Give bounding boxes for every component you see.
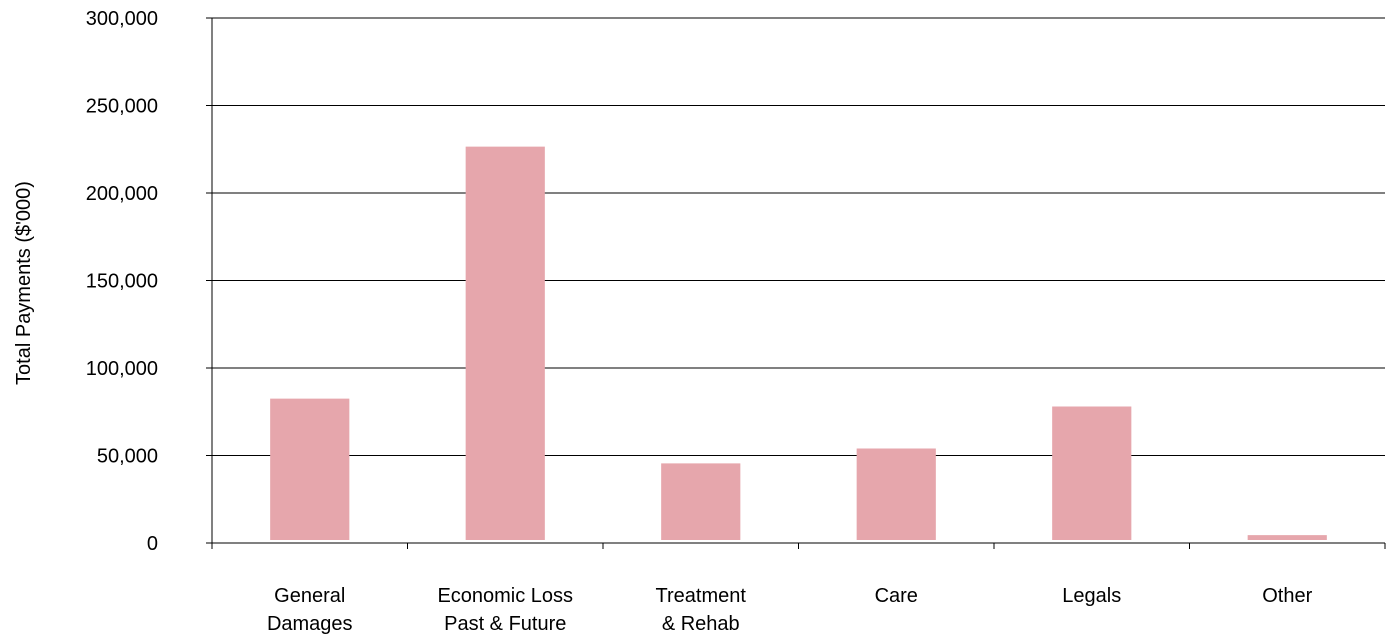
x-category-label: General Damages [267,585,353,635]
bar [661,463,741,540]
bar [465,146,545,540]
x-category-label: Other [1262,585,1312,607]
x-category-label: Care [875,585,918,607]
x-category-labels: General Damages Economic Loss Past & Future… [267,585,1313,635]
x-category-label: Legals [1062,585,1121,607]
gridlines [212,17,1385,456]
bar [856,448,936,540]
y-tick-labels: 0 50,000 100,000 150,000 200,000 250,000 300,0… [86,8,158,555]
bars [270,146,1327,540]
x-category-label: Treatment & Rehab [656,585,747,635]
y-tick-label: 50,000 [97,446,158,468]
y-tick-label: 250,000 [86,96,158,118]
bar [1052,406,1132,540]
x-category-label: Economic Loss Past & Future [437,585,573,635]
y-tick-label: 0 [147,533,158,555]
y-tick-label: 100,000 [86,358,158,380]
bar [270,398,350,540]
y-axis-title: Total Payments ($'000) [13,181,35,385]
axes [206,17,1386,549]
y-tick-label: 200,000 [86,183,158,205]
y-tick-label: 300,000 [86,8,158,30]
y-tick-label: 150,000 [86,271,158,293]
bar [1247,535,1327,540]
